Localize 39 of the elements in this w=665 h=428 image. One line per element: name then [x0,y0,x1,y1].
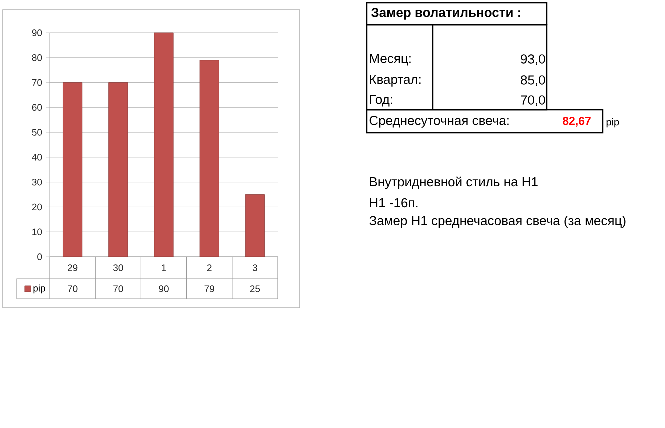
y-tick-label: 60 [32,104,42,112]
data-label: 25 [250,286,260,292]
bar [245,194,265,258]
x-tick-label: 1 [162,264,166,272]
text: pip [606,118,620,128]
y-tick-label: 40 [32,154,42,161]
text: Внутридневной стиль на H1 [370,176,538,190]
data-label: 79 [204,286,214,292]
y-tick-label: 30 [32,178,42,186]
data-label: 90 [159,286,169,292]
bar [63,82,83,258]
text: 82,67 [562,117,591,127]
x-tick-label: 2 [207,264,212,272]
y-tick-label: 0 [38,254,42,260]
y-tick-label: 10 [32,228,42,236]
x-tick-label: 30 [113,264,124,272]
y-tick-label: 70 [32,79,42,86]
y-tick-label: 80 [32,54,42,62]
text: Месяц: [370,54,411,66]
x-tick-label: 3 [252,264,258,272]
data-label: 70 [114,286,124,292]
text: H1 -16п. [370,198,418,208]
data-label: 70 [68,286,78,292]
text: 70,0 [521,96,546,106]
bar [154,32,174,258]
bar [108,82,128,258]
x-tick-label: 29 [68,264,78,272]
y-tick-label: 90 [32,30,42,36]
text: Год: [370,95,392,107]
text: 93,0 [521,54,546,66]
y-tick-label: 20 [32,204,42,211]
legend-label: pip [34,284,46,294]
text: Среднесуточная свеча: [370,116,509,128]
text: 85,0 [521,76,546,86]
y-tick-label: 50 [32,129,42,136]
text: Замер H1 среднечасовая свеча (за месяц) [370,216,626,228]
bar [200,60,220,258]
text: Замер волатильности : [372,8,520,20]
text: Квартал: [370,75,421,87]
